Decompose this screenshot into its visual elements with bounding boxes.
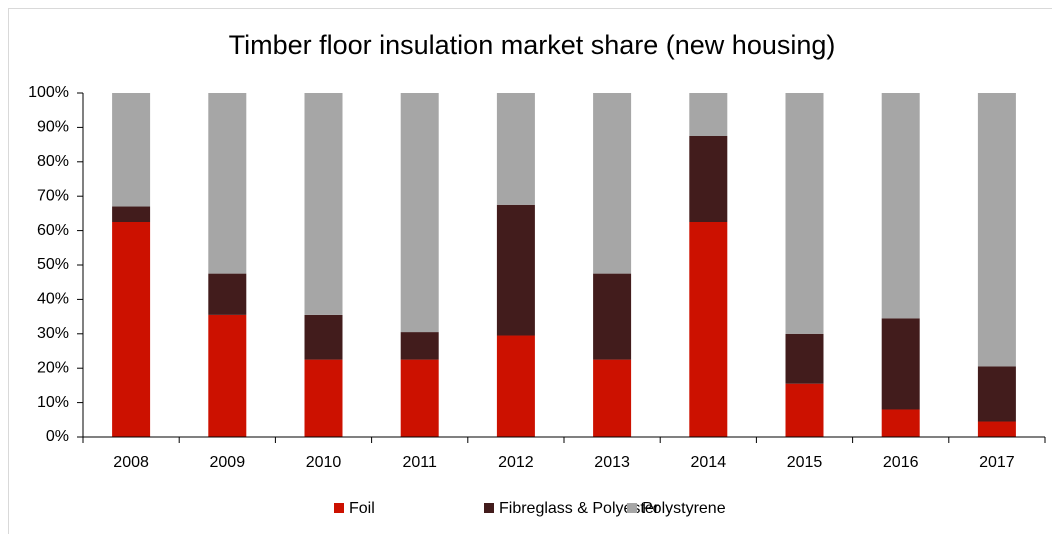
bar-segment [977,366,1016,422]
bar-segment [881,409,920,437]
y-tick-label: 20% [37,359,69,376]
bar-segment [785,93,824,334]
bar-segment [304,359,343,437]
x-tick-label: 2012 [498,454,534,471]
x-tick-label: 2017 [979,454,1015,471]
bar-segment [400,359,439,437]
bar-segment [304,93,343,315]
bar-segment [689,222,728,437]
x-tick-label: 2014 [691,454,727,471]
bar-segment [881,318,920,410]
bar-segment [112,206,151,222]
legend-label: Foil [349,500,375,517]
legend-swatch [627,503,637,513]
y-tick-label: 80% [37,153,69,170]
legend-label: Polystyrene [642,500,726,517]
legend-swatch [484,503,494,513]
bar-segment [593,93,632,274]
x-tick-label: 2009 [210,454,246,471]
bar-segment [881,93,920,319]
bar-segment [208,314,247,437]
bar-segment [208,93,247,274]
bar-segment [977,421,1016,437]
y-tick-label: 30% [37,325,69,342]
bar-segment [208,273,247,315]
y-tick-label: 60% [37,222,69,239]
x-tick-label: 2013 [594,454,630,471]
x-tick-label: 2010 [306,454,342,471]
bar-segment [112,222,151,437]
y-tick-label: 0% [46,428,69,445]
bar-segment [785,383,824,437]
bar-segment [496,93,535,205]
y-tick-label: 90% [37,119,69,136]
bar-segment [496,335,535,437]
bar-segment [785,333,824,384]
x-tick-label: 2011 [402,454,437,471]
bar-segment [304,314,343,360]
bar-segment [689,136,728,222]
y-tick-label: 40% [37,291,69,308]
y-tick-label: 70% [37,187,69,204]
bar-segment [593,273,632,360]
legend-swatch [334,503,344,513]
legend-label: Fibreglass & Polyester [499,500,660,517]
y-tick-label: 100% [28,84,69,101]
y-tick-label: 50% [37,256,69,273]
x-tick-label: 2008 [113,454,149,471]
y-tick-label: 10% [37,394,69,411]
chart-title: Timber floor insulation market share (ne… [229,30,836,60]
bar-segment [400,93,439,333]
bar-segment [400,332,439,360]
x-tick-label: 2016 [883,454,919,471]
bar-segment [977,93,1016,367]
bar-segment [112,93,151,207]
bar-segment [689,93,728,136]
bar-segment [496,204,535,336]
frame [8,8,1052,534]
x-tick-label: 2015 [787,454,823,471]
bar-segment [593,359,632,437]
